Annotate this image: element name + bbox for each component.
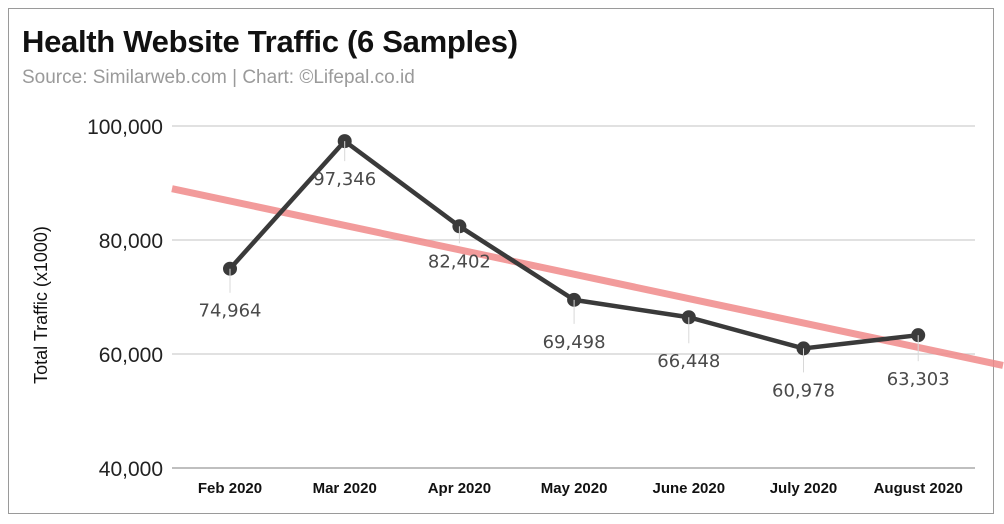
chart-subtitle: Source: Similarweb.com | Chart: ©Lifepal… — [22, 67, 415, 88]
y-tick-label: 80,000 — [99, 230, 163, 253]
y-axis-ticks: 40,000 60,000 80,000 100,000 — [87, 116, 163, 481]
data-labels: 74,964 97,346 82,402 69,498 66,448 60,978 63,3… — [199, 141, 950, 401]
x-tick-label: July 2020 — [770, 480, 838, 497]
data-label: 74,964 — [199, 301, 262, 322]
grid-lines — [172, 125, 975, 469]
x-tick-label: August 2020 — [874, 480, 963, 497]
x-tick-label: June 2020 — [653, 480, 726, 497]
data-label: 82,402 — [428, 251, 491, 272]
x-axis-ticks: Feb 2020 Mar 2020 Apr 2020 May 2020 June 202… — [198, 480, 963, 497]
trendline — [171, 185, 1004, 369]
data-label: 69,498 — [543, 332, 606, 353]
data-label: 60,978 — [772, 380, 835, 401]
data-label: 66,448 — [657, 351, 720, 372]
x-tick-label: May 2020 — [541, 480, 608, 497]
data-label: 63,303 — [887, 369, 950, 390]
data-label: 97,346 — [313, 169, 376, 190]
y-tick-label: 40,000 — [99, 458, 163, 481]
x-tick-label: Mar 2020 — [313, 480, 377, 497]
x-tick-label: Feb 2020 — [198, 480, 262, 497]
x-tick-label: Apr 2020 — [428, 480, 491, 497]
y-tick-label: 60,000 — [99, 344, 163, 367]
trendline-group — [171, 185, 1004, 369]
y-axis-label: Total Traffic (x1000) — [31, 226, 51, 384]
chart-title: Health Website Traffic (6 Samples) — [22, 24, 518, 59]
y-tick-label: 100,000 — [87, 116, 163, 139]
